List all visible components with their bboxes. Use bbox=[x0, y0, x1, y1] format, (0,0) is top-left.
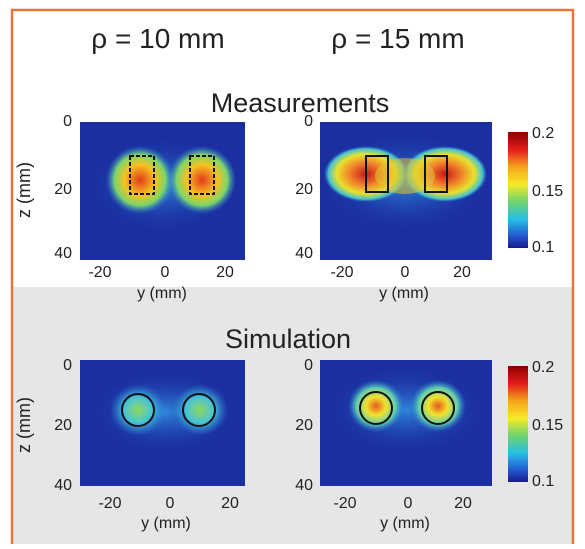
figure-frame bbox=[10, 8, 575, 549]
ytick-top-left-20: 20 bbox=[216, 264, 234, 281]
source-circle-right bbox=[421, 391, 455, 425]
ztick-bottom-right-20: 20 bbox=[295, 417, 313, 434]
column-title-left: ρ = 10 mm bbox=[91, 23, 224, 54]
ylabel-bottom-right: y (mm) bbox=[380, 515, 430, 532]
ytick-bottom-right-20: 20 bbox=[454, 495, 472, 512]
source-circle-left bbox=[121, 393, 155, 427]
ytick-top-right-20: 20 bbox=[453, 264, 471, 281]
column-title-right: ρ = 15 mm bbox=[331, 23, 464, 54]
colorbar-bottom bbox=[508, 366, 528, 482]
panel-simulation-15mm bbox=[320, 360, 492, 486]
zlabel-bottom: z (mm) bbox=[14, 397, 34, 453]
ytick-top-right-0: 0 bbox=[401, 264, 410, 281]
colorbar-bottom-max: 0.2 bbox=[532, 359, 554, 376]
ylabel-top-left: y (mm) bbox=[137, 285, 187, 302]
ztick-top-left-20: 20 bbox=[54, 181, 72, 198]
source-rectangle-right bbox=[189, 155, 215, 195]
colorbar-top-max: 0.2 bbox=[532, 125, 554, 142]
ztick-top-right-40: 40 bbox=[295, 245, 313, 262]
colorbar-top-min: 0.1 bbox=[532, 239, 554, 256]
source-rectangle-left bbox=[365, 155, 389, 193]
ztick-bottom-left-0: 0 bbox=[63, 357, 72, 374]
colorbar-top-mid: 0.15 bbox=[532, 183, 563, 200]
source-rectangle-left bbox=[129, 155, 155, 195]
zlabel-top: z (mm) bbox=[14, 162, 34, 218]
ytick-bottom-left-m20: -20 bbox=[98, 495, 121, 512]
colorbar-top bbox=[508, 132, 528, 248]
ztick-top-left-40: 40 bbox=[54, 245, 72, 262]
ytick-bottom-left-20: 20 bbox=[221, 495, 239, 512]
panel-measurement-10mm bbox=[80, 122, 245, 260]
ylabel-top-right: y (mm) bbox=[379, 285, 429, 302]
section-title-measurements: Measurements bbox=[211, 88, 390, 118]
colorbar-bottom-min: 0.1 bbox=[532, 473, 554, 490]
ytick-bottom-right-m20: -20 bbox=[333, 495, 356, 512]
ztick-bottom-left-40: 40 bbox=[54, 477, 72, 494]
ytick-top-left-0: 0 bbox=[161, 264, 170, 281]
source-rectangle-right bbox=[424, 155, 448, 193]
ztick-top-left-0: 0 bbox=[63, 113, 72, 130]
section-title-simulation: Simulation bbox=[225, 324, 351, 354]
ztick-bottom-left-20: 20 bbox=[54, 417, 72, 434]
ytick-top-right-m20: -20 bbox=[330, 264, 353, 281]
source-circle-left bbox=[359, 391, 393, 425]
panel-simulation-10mm bbox=[80, 360, 245, 486]
source-circle-right bbox=[182, 393, 216, 427]
ytick-bottom-left-0: 0 bbox=[166, 495, 175, 512]
colorbar-bottom-mid: 0.15 bbox=[532, 417, 563, 434]
ytick-bottom-right-0: 0 bbox=[404, 495, 413, 512]
ztick-top-right-20: 20 bbox=[295, 181, 313, 198]
panel-measurement-15mm bbox=[317, 122, 493, 260]
ytick-top-left-m20: -20 bbox=[88, 264, 111, 281]
ylabel-bottom-left: y (mm) bbox=[141, 515, 191, 532]
ztick-bottom-right-40: 40 bbox=[295, 477, 313, 494]
ztick-top-right-0: 0 bbox=[304, 113, 313, 130]
ztick-bottom-right-0: 0 bbox=[304, 357, 313, 374]
